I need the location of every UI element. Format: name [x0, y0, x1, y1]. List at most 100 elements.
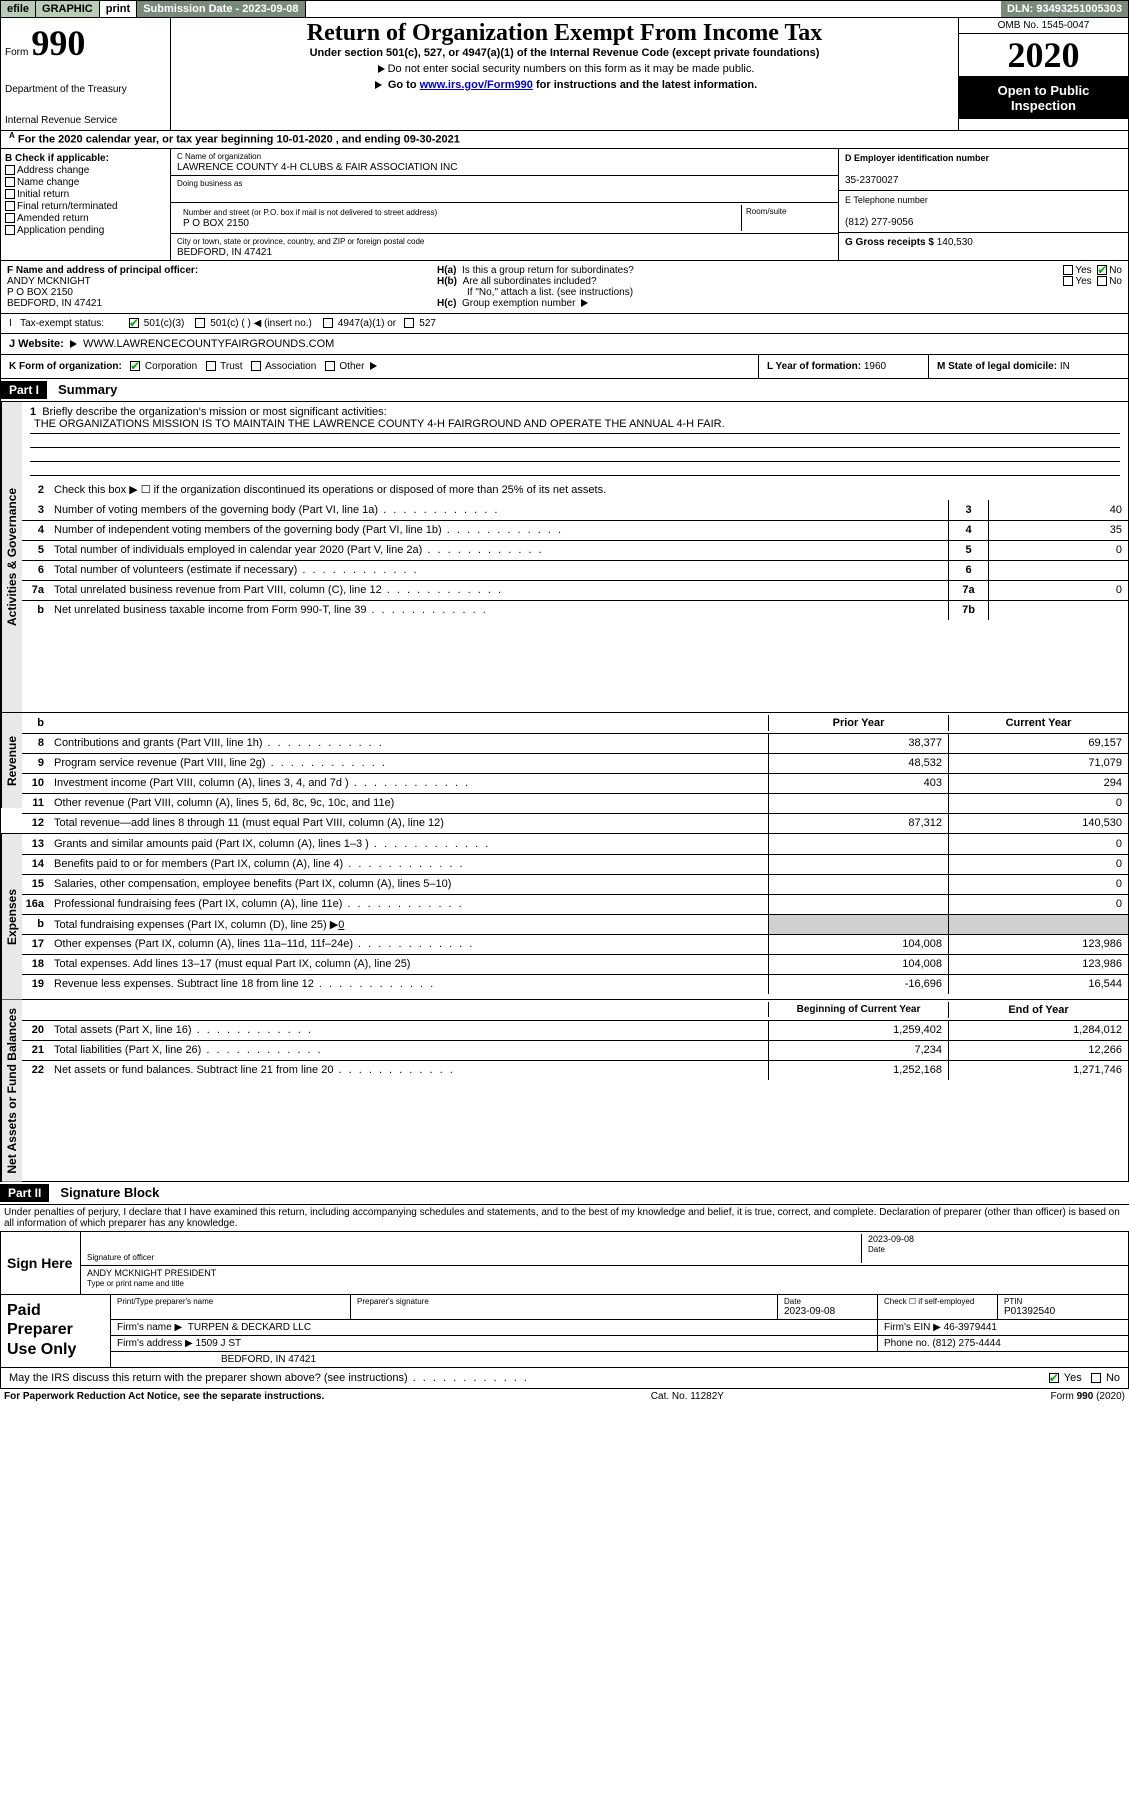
address-change-label: Address change: [17, 165, 89, 176]
name-change-label: Name change: [17, 177, 79, 188]
hb-no-checkbox[interactable]: [1097, 276, 1107, 286]
tax-year: 2020: [959, 34, 1128, 77]
city-value: BEDFORD, IN 47421: [177, 247, 272, 258]
527-label: 527: [419, 318, 436, 329]
501c3-checkbox[interactable]: [129, 318, 139, 328]
line7a-box: 7a: [948, 581, 988, 600]
mission-blank: [30, 448, 1120, 462]
triangle-icon: [370, 362, 377, 370]
no-label: No: [1109, 265, 1122, 276]
form-subtitle: Under section 501(c), 527, or 4947(a)(1)…: [179, 47, 950, 59]
part2-title: Signature Block: [52, 1185, 159, 1200]
assoc-label: Association: [265, 361, 316, 372]
line4-text: Number of independent voting members of …: [50, 522, 948, 538]
assoc-checkbox[interactable]: [251, 361, 261, 371]
firm-name: TURPEN & DECKARD LLC: [188, 1322, 311, 1333]
application-pending-checkbox[interactable]: [5, 225, 15, 235]
yes-label: Yes: [1075, 265, 1091, 276]
expenses-section: Expenses 13Grants and similar amounts pa…: [0, 834, 1129, 1000]
ha-no-checkbox[interactable]: [1097, 265, 1107, 275]
may-yes-checkbox[interactable]: [1049, 1373, 1059, 1383]
triangle-icon: [70, 340, 77, 348]
city-row: City or town, state or province, country…: [171, 234, 838, 260]
corp-checkbox[interactable]: [130, 361, 140, 371]
mission-text: THE ORGANIZATIONS MISSION IS TO MAINTAIN…: [30, 418, 1120, 434]
omb-box: OMB No. 1545-0047 2020 Open to Public In…: [958, 18, 1128, 130]
line15-current: 0: [948, 875, 1128, 894]
line6-value: [988, 561, 1128, 580]
ha-yes-checkbox[interactable]: [1063, 265, 1073, 275]
type-name-label: Type or print name and title: [87, 1279, 184, 1288]
triangle-icon: [378, 65, 385, 73]
amended-return-label: Amended return: [17, 213, 89, 224]
amended-return-checkbox[interactable]: [5, 213, 15, 223]
501c3-label: 501(c)(3): [144, 318, 185, 329]
dba-row: Doing business as: [171, 176, 838, 203]
goto-pre: Go to: [388, 79, 420, 91]
line15-prior: [768, 875, 948, 894]
may-no-checkbox[interactable]: [1091, 1373, 1101, 1383]
501c-checkbox[interactable]: [195, 318, 205, 328]
signature-officer-label: Signature of officer: [87, 1253, 154, 1262]
line1-block: 1 Briefly describe the organization's mi…: [22, 402, 1128, 480]
part1-header-row: Part I Summary: [0, 379, 1129, 402]
graphic-link[interactable]: GRAPHIC: [36, 1, 100, 17]
paid-preparer-row: Paid Preparer Use Only Print/Type prepar…: [0, 1295, 1129, 1368]
corp-label: Corporation: [145, 361, 197, 372]
beginning-header: Beginning of Current Year: [768, 1002, 948, 1017]
hb-label: H(b): [437, 276, 457, 287]
line3-value: 40: [988, 500, 1128, 520]
line4-value: 35: [988, 521, 1128, 540]
line22-begin: 1,252,168: [768, 1061, 948, 1080]
line12-current: 140,530: [948, 814, 1128, 833]
line16b-text: Total fundraising expenses (Part IX, col…: [50, 916, 768, 933]
tax-label: Tax-exempt status:: [20, 318, 104, 329]
telephone-label: E Telephone number: [845, 195, 928, 205]
officer-printed-name: ANDY MCKNIGHT PRESIDENT: [87, 1268, 216, 1278]
line21-begin: 7,234: [768, 1041, 948, 1060]
form-title: Return of Organization Exempt From Incom…: [179, 20, 950, 47]
address-change-checkbox[interactable]: [5, 165, 15, 175]
gross-receipts-row: G Gross receipts $ 140,530: [839, 233, 1128, 252]
trust-label: Trust: [220, 361, 242, 372]
other-label: Other: [339, 361, 364, 372]
submission-label: Submission Date -: [143, 3, 239, 15]
527-checkbox[interactable]: [404, 318, 414, 328]
line17-text: Other expenses (Part IX, column (A), lin…: [50, 936, 768, 952]
city-label: City or town, state or province, country…: [177, 237, 424, 246]
line16a-text: Professional fundraising fees (Part IX, …: [50, 896, 768, 912]
net-assets-tab: Net Assets or Fund Balances: [1, 1000, 22, 1182]
application-pending-label: Application pending: [17, 225, 104, 236]
efile-link[interactable]: efile: [1, 1, 36, 17]
part1-body: Activities & Governance 1 Briefly descri…: [0, 402, 1129, 713]
officer-addr1: P O BOX 2150: [7, 287, 73, 298]
org-name: LAWRENCE COUNTY 4-H CLUBS & FAIR ASSOCIA…: [177, 162, 457, 173]
line17-prior: 104,008: [768, 935, 948, 954]
line16a-prior: [768, 895, 948, 914]
4947-checkbox[interactable]: [323, 318, 333, 328]
firm-addr1: 1509 J ST: [196, 1338, 242, 1349]
print-button[interactable]: print: [100, 1, 137, 17]
officer-name: ANDY MCKNIGHT: [7, 276, 91, 287]
instructions-link[interactable]: www.irs.gov/Form990: [420, 79, 533, 91]
tax-status-row: I Tax-exempt status: 501(c)(3) 501(c) ( …: [0, 314, 1129, 334]
triangle-icon: [581, 299, 588, 307]
name-change-checkbox[interactable]: [5, 177, 15, 187]
penalty-text: Under penalties of perjury, I declare th…: [0, 1204, 1129, 1231]
goto-post: for instructions and the latest informat…: [536, 79, 757, 91]
initial-return-checkbox[interactable]: [5, 189, 15, 199]
trust-checkbox[interactable]: [206, 361, 216, 371]
form-number: 990: [31, 23, 85, 63]
line7a-text: Total unrelated business revenue from Pa…: [50, 582, 948, 598]
prep-date: 2023-09-08: [784, 1306, 835, 1317]
firm-addr-label: Firm's address ▶: [117, 1338, 193, 1349]
ha-label: H(a): [437, 265, 456, 276]
final-return-checkbox[interactable]: [5, 201, 15, 211]
4947-label: 4947(a)(1) or: [338, 318, 396, 329]
dept-irs: Internal Revenue Service: [5, 115, 166, 126]
top-bar: efile GRAPHIC print Submission Date - 20…: [0, 0, 1129, 18]
other-checkbox[interactable]: [325, 361, 335, 371]
line16b-pre: Total fundraising expenses (Part IX, col…: [54, 919, 338, 931]
hb-yes-checkbox[interactable]: [1063, 276, 1073, 286]
prep-sig-label: Preparer's signature: [357, 1297, 771, 1306]
